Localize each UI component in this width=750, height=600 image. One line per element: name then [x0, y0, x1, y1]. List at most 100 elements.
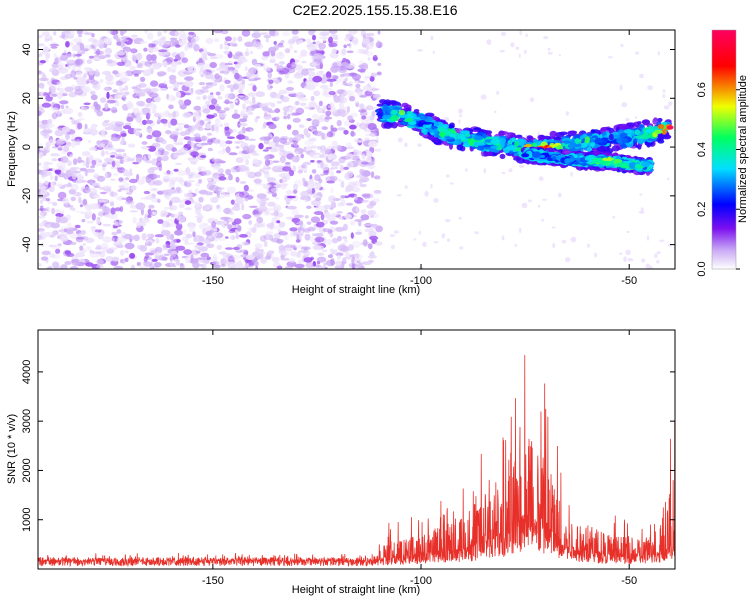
- heatmap-noise-cell: [343, 44, 348, 49]
- heatmap-noise-cell: [44, 180, 49, 185]
- heatmap-signal-cell: [405, 118, 414, 122]
- heatmap-noise-cell: [259, 168, 265, 173]
- heatmap-noise-cell: [193, 105, 201, 111]
- heatmap-noise-cell: [356, 90, 363, 95]
- heatmap-noise-cell: [223, 128, 233, 135]
- heatmap-noise-cell: [389, 234, 396, 237]
- heatmap-noise-cell: [188, 189, 193, 194]
- heatmap-noise-cell: [327, 154, 333, 161]
- heatmap-noise-cell: [228, 229, 236, 234]
- heatmap-noise-cell: [148, 66, 154, 72]
- heatmap-noise-cell: [273, 210, 279, 217]
- heatmap-noise-cell: [329, 248, 334, 252]
- heatmap-noise-cell: [129, 66, 136, 71]
- heatmap-noise-cell: [165, 195, 171, 200]
- heatmap-noise-cell: [151, 265, 155, 269]
- heatmap-noise-cell: [290, 143, 294, 148]
- heatmap-noise-cell: [294, 151, 300, 154]
- heatmap-noise-cell: [332, 145, 337, 151]
- heatmap-noise-cell: [639, 193, 643, 196]
- heatmap-noise-cell: [465, 168, 468, 172]
- heatmap-noise-cell: [136, 100, 146, 107]
- heatmap-noise-cell: [106, 72, 110, 77]
- heatmap-noise-cell: [66, 141, 72, 147]
- heatmap-noise-cell: [86, 105, 90, 109]
- heatmap-noise-cell: [326, 78, 337, 82]
- heatmap-noise-cell: [336, 211, 343, 214]
- heatmap-signal-cell: [645, 129, 652, 134]
- heatmap-noise-cell: [110, 166, 117, 170]
- heatmap-signal-cell: [634, 164, 642, 168]
- heatmap-noise-cell: [146, 233, 152, 238]
- heatmap-noise-cell: [169, 233, 175, 241]
- heatmap-noise-cell: [358, 109, 367, 113]
- heatmap-noise-cell: [228, 152, 238, 156]
- heatmap-noise-cell: [210, 196, 219, 204]
- heatmap-noise-cell: [233, 246, 240, 251]
- heatmap-noise-cell: [352, 73, 361, 81]
- heatmap-noise-cell: [105, 150, 109, 155]
- heatmap-noise-cell: [223, 207, 232, 215]
- heatmap-noise-cell: [366, 151, 373, 158]
- heatmap-noise-cell: [132, 55, 137, 63]
- heatmap-noise-cell: [125, 200, 135, 205]
- heatmap-noise-cell: [99, 37, 104, 45]
- heatmap-noise-cell: [441, 233, 446, 239]
- heatmap-noise-cell: [367, 123, 377, 131]
- heatmap-noise-cell: [171, 63, 177, 71]
- heatmap-noise-cell: [145, 160, 152, 164]
- heatmap-noise-cell: [328, 30, 338, 34]
- heatmap-noise-cell: [298, 39, 304, 44]
- heatmap-noise-cell: [130, 48, 138, 54]
- heatmap-noise-cell: [295, 239, 301, 243]
- heatmap-noise-cell: [362, 261, 372, 266]
- heatmap-noise-cell: [104, 126, 113, 131]
- heatmap-noise-cell: [142, 69, 152, 77]
- heatmap-noise-cell: [319, 32, 323, 36]
- heatmap-noise-cell: [78, 34, 83, 38]
- heatmap-noise-cell: [59, 100, 69, 105]
- heatmap-noise-cell: [49, 68, 57, 73]
- heatmap-noise-cell: [111, 109, 118, 113]
- heatmap-noise-cell: [297, 259, 304, 265]
- heatmap-noise-cell: [179, 51, 185, 58]
- heatmap-noise-cell: [166, 188, 177, 194]
- heatmap-noise-cell: [404, 142, 408, 147]
- heatmap-noise-cell: [188, 31, 195, 36]
- heatmap-noise-cell: [639, 73, 644, 79]
- heatmap-noise-cell: [113, 241, 123, 248]
- heatmap-noise-cell: [242, 103, 246, 110]
- heatmap-signal-cell: [568, 130, 578, 134]
- heatmap-noise-cell: [300, 49, 308, 57]
- heatmap-noise-cell: [65, 214, 72, 221]
- heatmap-noise-cell: [52, 202, 58, 207]
- heatmap-noise-cell: [220, 216, 230, 220]
- heatmap-noise-cell: [501, 235, 505, 241]
- heatmap-noise-cell: [85, 246, 92, 251]
- heatmap-noise-cell: [294, 214, 304, 218]
- heatmap-noise-cell: [196, 96, 201, 100]
- heatmap-noise-cell: [370, 213, 380, 219]
- heatmap-noise-cell: [342, 91, 349, 95]
- heatmap-noise-cell: [90, 165, 96, 169]
- heatmap-noise-cell: [156, 160, 162, 168]
- heatmap-signal-cell: [623, 129, 633, 134]
- heatmap-noise-cell: [67, 160, 72, 167]
- heatmap-noise-cell: [251, 226, 257, 234]
- heatmap-noise-cell: [62, 197, 69, 204]
- heatmap-noise-cell: [640, 207, 644, 212]
- heatmap-noise-cell: [269, 85, 273, 89]
- heatmap-signal-cell: [615, 162, 625, 167]
- heatmap-noise-cell: [266, 208, 275, 212]
- heatmap-noise-cell: [60, 104, 65, 110]
- heatmap-noise-cell: [255, 32, 262, 36]
- heatmap-noise-cell: [38, 185, 47, 191]
- heatmap-noise-cell: [362, 37, 370, 45]
- heatmap-noise-cell: [102, 206, 110, 213]
- heatmap-noise-cell: [375, 41, 383, 49]
- heatmap-noise-cell: [368, 140, 378, 148]
- heatmap-noise-cell: [69, 167, 76, 174]
- heatmap-signal-cell: [388, 100, 398, 105]
- heatmap-noise-cell: [54, 57, 59, 65]
- heatmap-signal-cell: [452, 133, 463, 140]
